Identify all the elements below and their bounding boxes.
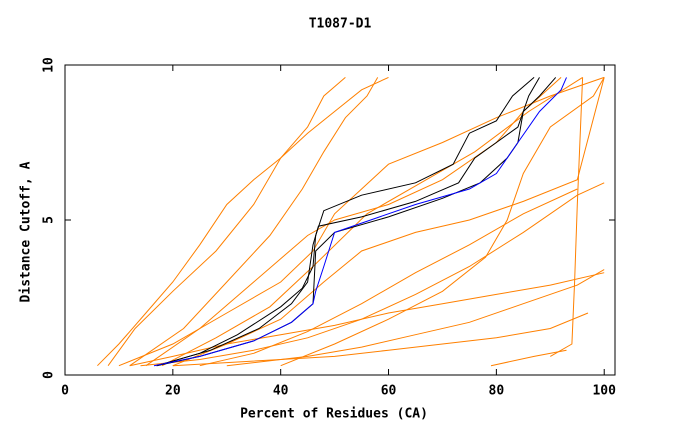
x-tick-label: 0 bbox=[61, 384, 69, 399]
series-line bbox=[161, 76, 583, 367]
plot-area bbox=[97, 76, 605, 367]
series-line bbox=[172, 312, 589, 367]
series-line bbox=[129, 77, 379, 367]
x-tick-label: 40 bbox=[273, 384, 289, 399]
x-tick-label: 20 bbox=[165, 384, 181, 399]
axes-frame bbox=[64, 64, 616, 376]
series-line bbox=[280, 77, 605, 367]
x-tick-label: 100 bbox=[592, 384, 616, 399]
y-tick-label: 10 bbox=[42, 57, 57, 73]
series-line bbox=[153, 77, 567, 367]
x-tick-label: 80 bbox=[489, 384, 505, 399]
series-line bbox=[199, 188, 578, 367]
y-tick-label: 5 bbox=[42, 216, 57, 224]
series-line bbox=[145, 77, 562, 367]
series-line bbox=[107, 77, 346, 366]
series-line bbox=[156, 77, 540, 367]
series-line bbox=[118, 76, 605, 367]
y-tick-label: 0 bbox=[42, 371, 57, 379]
x-tick-label: 60 bbox=[381, 384, 397, 399]
series-line bbox=[226, 269, 605, 367]
series-line bbox=[550, 77, 584, 357]
series-line bbox=[129, 272, 605, 367]
series-line bbox=[490, 349, 567, 367]
chart-title: T1087-D1 bbox=[309, 17, 372, 32]
series-line bbox=[140, 182, 605, 367]
series-line bbox=[156, 77, 535, 367]
y-axis-label: Distance Cutoff, A bbox=[19, 161, 34, 302]
x-axis-label: Percent of Residues (CA) bbox=[240, 407, 428, 422]
series-line bbox=[172, 77, 605, 367]
series-line bbox=[97, 76, 389, 367]
